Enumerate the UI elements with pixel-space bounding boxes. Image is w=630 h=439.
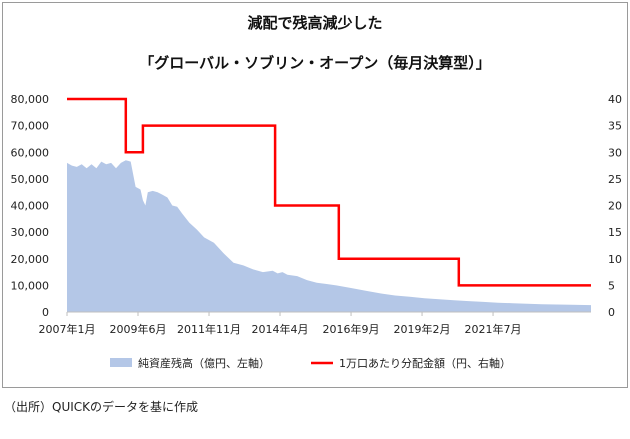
source-note: （出所）QUICKのデータを基に作成	[4, 400, 199, 414]
y-right-tick-label: 15	[608, 226, 622, 239]
legend-swatch-net-assets	[110, 358, 132, 367]
legend-label-net-assets: 純資産残高（億円、左軸）	[138, 356, 270, 370]
y-right-tick-label: 0	[608, 306, 615, 319]
legend-label-distribution: 1万口あたり分配金額（円、右軸）	[339, 356, 511, 370]
y-right-tick-label: 35	[608, 120, 622, 133]
x-tick-label: 2007年1月	[39, 322, 96, 336]
x-tick-label: 2021年7月	[465, 322, 522, 336]
y-right-tick-label: 40	[608, 93, 622, 106]
y-right-tick-label: 5	[608, 279, 615, 292]
x-tick-label: 2014年4月	[252, 322, 309, 336]
x-tick-label: 2019年2月	[394, 322, 451, 336]
y-left-tick-label: 20,000	[11, 253, 50, 266]
y-left-tick-label: 70,000	[11, 120, 50, 133]
y-left-tick-label: 30,000	[11, 226, 50, 239]
y-right-tick-label: 20	[608, 200, 622, 213]
y-right-tick-label: 30	[608, 146, 622, 159]
y-right-tick-label: 10	[608, 253, 622, 266]
distribution-step-line	[67, 97, 591, 287]
y-left-tick-label: 10,000	[11, 279, 50, 292]
x-tick-label: 2016年9月	[323, 322, 380, 336]
y-left-tick-label: 50,000	[11, 173, 50, 186]
y-right-tick-label: 25	[608, 173, 622, 186]
y-left-tick-label: 60,000	[11, 146, 50, 159]
chart-title-line2: 「グローバル・ソブリン・オープン（毎月決算型）」	[139, 54, 491, 72]
y-left-tick-label: 0	[42, 306, 49, 319]
y-left-tick-label: 80,000	[11, 93, 50, 106]
y-left-tick-label: 40,000	[11, 200, 50, 213]
x-tick-label: 2009年6月	[110, 322, 167, 336]
net-assets-area	[67, 160, 591, 312]
chart-title-line1: 減配で残高減少した	[247, 14, 383, 32]
x-tick-label: 2011年11月	[177, 322, 241, 336]
